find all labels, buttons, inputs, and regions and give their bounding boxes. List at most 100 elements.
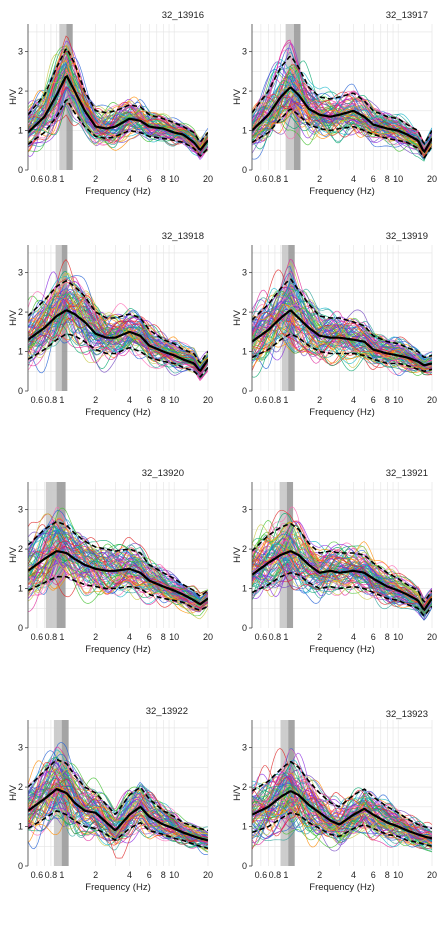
window-curve: [252, 304, 432, 365]
y-tick-label: 3: [242, 743, 247, 753]
window-curve: [28, 320, 208, 374]
y-tick-label: 1: [18, 347, 23, 357]
window-curve: [28, 537, 208, 595]
mean-minus-std-curve: [252, 108, 432, 159]
window-curve: [252, 787, 432, 841]
x-tick-label: 0.6: [31, 870, 44, 880]
x-tick-label: 2: [317, 632, 322, 642]
y-tick-label: 2: [18, 782, 23, 792]
y-tick-label: 0: [242, 861, 247, 871]
x-tick-label: 6: [147, 870, 152, 880]
x-tick-label: 0.6: [31, 395, 44, 405]
window-curve: [252, 301, 432, 363]
x-tick-label: 20: [203, 632, 213, 642]
x-tick-label: 20: [203, 174, 213, 184]
x-tick-label: 0.6: [31, 632, 44, 642]
window-curve: [28, 777, 208, 841]
x-axis-label: Frequency (Hz): [85, 186, 150, 197]
x-tick-label: 8: [385, 174, 390, 184]
y-axis-label: H/V: [8, 88, 19, 105]
x-tick-label: 10: [169, 870, 179, 880]
y-axis-label: H/V: [8, 546, 19, 563]
x-tick-label: 20: [427, 174, 437, 184]
y-tick-label: 0: [18, 623, 23, 633]
x-tick-label: 2: [317, 870, 322, 880]
panel-title: 32_13916: [162, 10, 204, 21]
window-curve: [28, 97, 208, 152]
y-tick-label: 1: [18, 822, 23, 832]
x-tick-label: 2: [93, 870, 98, 880]
window-curve: [28, 761, 208, 842]
x-tick-label: 2: [317, 395, 322, 405]
x-tick-label: 0.8: [269, 632, 282, 642]
mean-hv-curve: [28, 787, 208, 842]
window-curves: [252, 506, 432, 621]
x-tick-label: 4: [351, 174, 356, 184]
x-tick-label: 0.6: [255, 870, 268, 880]
x-axis-label: Frequency (Hz): [309, 186, 374, 197]
x-tick-label: 1: [59, 174, 64, 184]
y-tick-label: 3: [242, 268, 247, 278]
mean-minus-std-curve: [252, 812, 432, 848]
window-curve: [252, 318, 432, 376]
y-tick-label: 0: [242, 165, 247, 175]
x-tick-label: 8: [385, 870, 390, 880]
window-curve: [252, 281, 432, 360]
window-curve: [252, 93, 432, 157]
window-curve: [252, 783, 432, 843]
window-curve: [252, 316, 432, 370]
x-tick-label: 0.6: [31, 174, 44, 184]
x-axis-label: Frequency (Hz): [309, 644, 374, 655]
x-axis-label: Frequency (Hz): [85, 882, 150, 893]
x-tick-label: 8: [161, 174, 166, 184]
panel-title: 32_13921: [386, 468, 428, 479]
window-curve: [28, 804, 208, 848]
x-tick-label: 10: [169, 174, 179, 184]
y-tick-label: 3: [242, 505, 247, 515]
window-curve: [28, 281, 208, 373]
mean-hv-curve: [28, 309, 208, 372]
y-axis-label: H/V: [232, 309, 243, 326]
x-tick-label: 20: [427, 632, 437, 642]
window-curve: [252, 72, 432, 146]
window-curve: [28, 506, 208, 608]
window-curve: [28, 293, 208, 368]
y-tick-label: 2: [18, 86, 23, 96]
mean-plus-std-curve: [252, 55, 432, 145]
panel-title: 32_13922: [146, 706, 188, 717]
y-tick-label: 3: [18, 268, 23, 278]
window-curve: [28, 86, 208, 155]
window-curve: [252, 551, 432, 612]
window-curve: [252, 289, 432, 365]
x-tick-label: 4: [127, 174, 132, 184]
x-tick-label: 4: [127, 870, 132, 880]
x-tick-label: 6: [371, 174, 376, 184]
x-tick-label: 6: [371, 870, 376, 880]
x-tick-label: 0.6: [255, 395, 268, 405]
y-axis-label: H/V: [232, 784, 243, 801]
window-curve: [28, 770, 208, 834]
x-tick-label: 6: [371, 632, 376, 642]
x-tick-label: 4: [351, 870, 356, 880]
window-curve: [28, 507, 208, 607]
window-curve: [28, 60, 208, 148]
window-curve: [252, 765, 432, 835]
y-tick-label: 1: [242, 822, 247, 832]
window-curve: [252, 306, 432, 365]
window-curve: [28, 796, 208, 849]
x-tick-label: 10: [169, 395, 179, 405]
window-curve: [252, 69, 432, 147]
x-tick-label: 0.8: [269, 395, 282, 405]
window-curve: [252, 772, 432, 839]
x-axis-label: Frequency (Hz): [309, 407, 374, 418]
x-axis-label: Frequency (Hz): [309, 882, 374, 893]
window-curve: [28, 786, 208, 837]
window-curve: [252, 538, 432, 607]
x-axis-label: Frequency (Hz): [85, 644, 150, 655]
